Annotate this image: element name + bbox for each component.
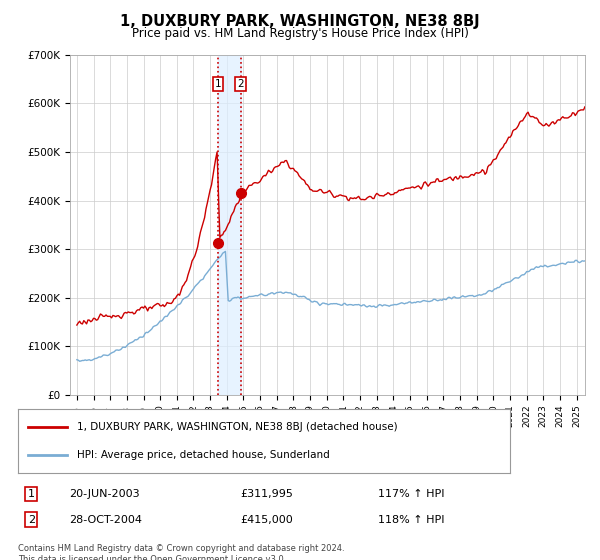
Text: £311,995: £311,995 — [240, 489, 293, 499]
Text: 1: 1 — [28, 489, 35, 499]
Text: 2: 2 — [28, 515, 35, 525]
Text: HPI: Average price, detached house, Sunderland: HPI: Average price, detached house, Sund… — [77, 450, 330, 460]
Text: 28-OCT-2004: 28-OCT-2004 — [69, 515, 142, 525]
Text: Contains HM Land Registry data © Crown copyright and database right 2024.
This d: Contains HM Land Registry data © Crown c… — [18, 544, 344, 560]
Text: 117% ↑ HPI: 117% ↑ HPI — [378, 489, 445, 499]
Bar — [218, 55, 241, 395]
Text: £415,000: £415,000 — [240, 515, 293, 525]
Text: 118% ↑ HPI: 118% ↑ HPI — [378, 515, 445, 525]
Text: Price paid vs. HM Land Registry's House Price Index (HPI): Price paid vs. HM Land Registry's House … — [131, 27, 469, 40]
Text: 1, DUXBURY PARK, WASHINGTON, NE38 8BJ (detached house): 1, DUXBURY PARK, WASHINGTON, NE38 8BJ (d… — [77, 422, 398, 432]
Text: 1: 1 — [215, 79, 221, 89]
Text: 2: 2 — [238, 79, 244, 89]
Text: 1, DUXBURY PARK, WASHINGTON, NE38 8BJ: 1, DUXBURY PARK, WASHINGTON, NE38 8BJ — [120, 14, 480, 29]
Text: 20-JUN-2003: 20-JUN-2003 — [69, 489, 140, 499]
